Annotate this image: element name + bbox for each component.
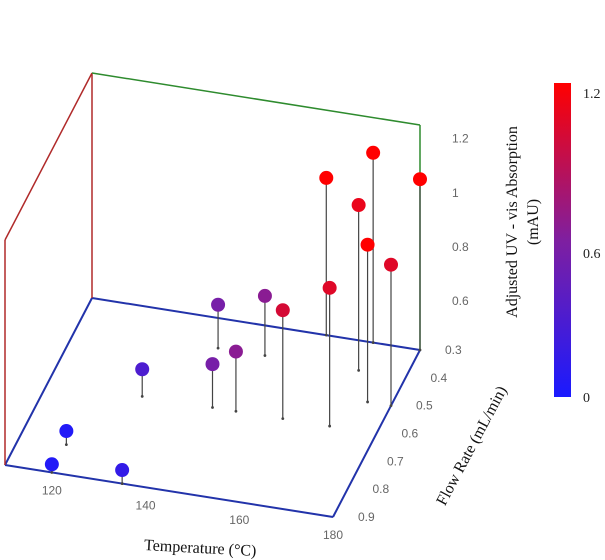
y-tick-label: 0.4 [431, 371, 448, 385]
y-tick-label: 0.7 [387, 454, 404, 468]
data-stem-base [328, 424, 332, 428]
data-stem-base [216, 346, 220, 350]
data-point [135, 362, 150, 377]
data-point [275, 303, 290, 318]
y-tick-label: 0.6 [402, 427, 419, 441]
data-point [413, 172, 427, 187]
x-tick-label: 180 [323, 528, 343, 542]
data-point [205, 357, 220, 372]
data-point [384, 257, 398, 272]
data-stem-base [357, 369, 361, 372]
z-tick-label: 1.2 [452, 132, 469, 146]
data-stem-base [50, 471, 54, 474]
back-wall-right-top [91, 72, 421, 126]
data-point [211, 297, 226, 312]
data-stem-base [389, 404, 393, 408]
floor-left-edge [4, 297, 93, 466]
colorbar [554, 83, 571, 397]
data-point [366, 145, 381, 160]
data-stem-base [418, 348, 422, 352]
x-tick-label: 140 [136, 498, 156, 512]
z-tick-label: 1 [452, 186, 459, 200]
data-point [351, 198, 366, 213]
data-stem-base [211, 406, 214, 409]
y-tick-label: 0.3 [445, 343, 462, 357]
z-tick-label: 0.8 [452, 240, 469, 254]
data-stem-base [140, 394, 144, 398]
z-axis-title-line2: (mAU) [525, 199, 542, 245]
data-point [228, 344, 243, 359]
y-axis-title: Flow Rate (mL/min) [433, 383, 510, 508]
data-point [59, 424, 74, 439]
colorbar-tick-label: 0 [583, 391, 590, 406]
y-tick-label: 0.8 [373, 482, 390, 496]
data-point [319, 170, 334, 185]
chart-box-edges [4, 72, 421, 518]
x-tick-label: 160 [229, 513, 249, 527]
data-stem-base [263, 354, 267, 357]
floor-back-edge [91, 297, 421, 351]
data-stem-base [120, 482, 124, 485]
y-tick-label: 0.5 [416, 399, 433, 413]
x-tick-label: 120 [42, 483, 62, 497]
colorbar-tick-label: 1.2 [583, 87, 601, 102]
data-stem-base [64, 443, 68, 446]
colorbar-tick-label: 0.6 [583, 247, 601, 262]
back-wall-left-top [4, 72, 93, 241]
data-point [322, 280, 337, 295]
y-tick-label: 0.9 [358, 510, 375, 524]
data-point [257, 288, 272, 303]
data-stem-base [281, 417, 285, 421]
data-stem-base [324, 333, 328, 337]
data-point [44, 457, 59, 472]
data-point [360, 237, 375, 252]
chart-stems [50, 152, 422, 485]
z-axis-title-line1: Adjusted UV - vis Absorption [504, 126, 521, 318]
x-axis-title: Temperature (°C) [144, 537, 257, 560]
data-point [115, 463, 130, 478]
chart-tick-labels: 120 140 160 180 0.3 0.4 0.5 0.6 0.7 0.8 0.9 0.6 0.8 1… [42, 132, 469, 542]
z-tick-label: 0.6 [452, 294, 469, 308]
data-stem-base [366, 400, 369, 404]
floor-right-edge [332, 349, 421, 518]
data-stem-base [371, 341, 375, 344]
data-stem-base [234, 409, 238, 413]
chart-points [44, 145, 427, 478]
floor-front-edge [4, 464, 334, 518]
